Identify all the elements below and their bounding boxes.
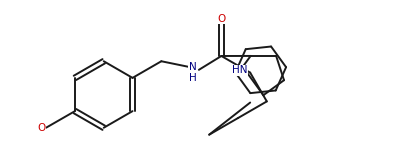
- Text: HN: HN: [232, 65, 248, 75]
- Text: O: O: [38, 123, 46, 133]
- Text: O: O: [217, 14, 225, 24]
- Text: N
H: N H: [189, 62, 197, 83]
